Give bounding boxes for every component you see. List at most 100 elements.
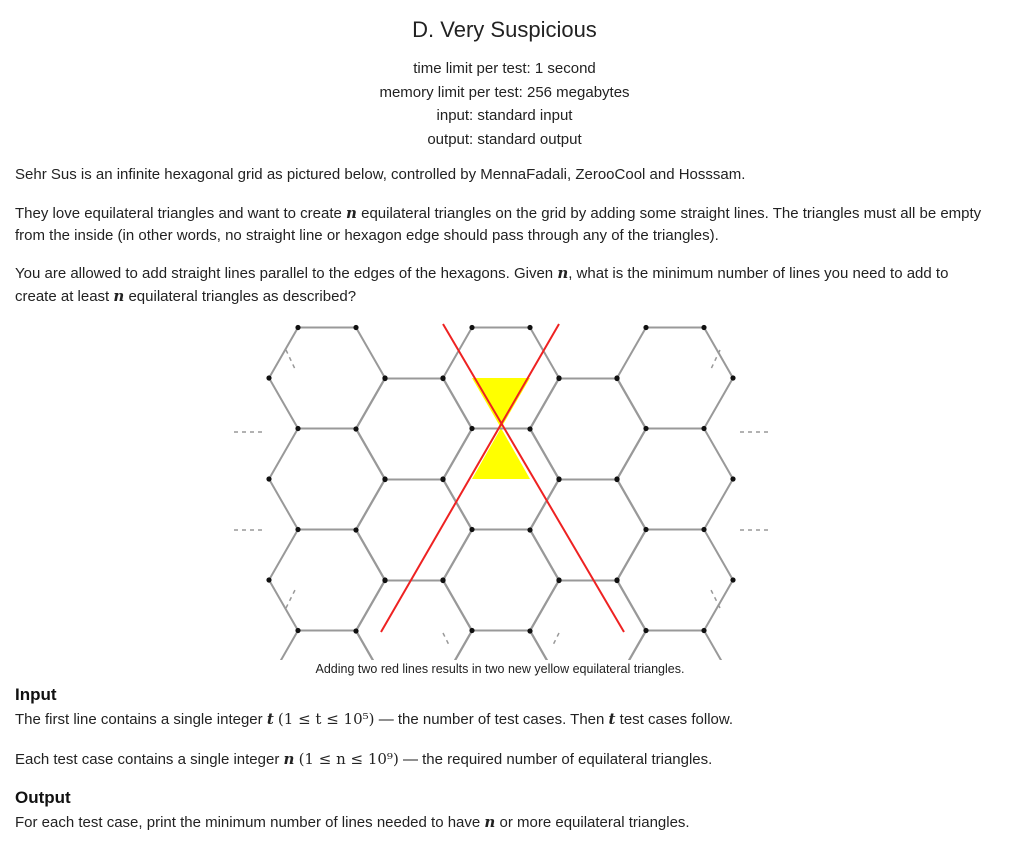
hexagon-vertex <box>469 425 475 432</box>
hexagon-edge <box>442 428 473 480</box>
math-variable: t <box>608 710 616 728</box>
hexagon-vertex <box>643 324 649 331</box>
hexagon-edge <box>616 428 647 480</box>
hexagon-edge <box>355 378 386 430</box>
hexagon-vertex <box>701 627 707 634</box>
hexagon-vertex <box>730 375 736 381</box>
yellow-triangle <box>472 428 530 479</box>
grid-continuation-stubs <box>234 349 770 646</box>
hexagon-edge <box>442 529 473 581</box>
hexagon-vertex <box>556 375 562 382</box>
grid-stub <box>710 349 721 370</box>
hexagon-edge <box>529 378 560 430</box>
hexagon-vertex <box>556 476 562 483</box>
statement-paragraph-1: Sehr Sus is an infinite hexagonal grid a… <box>15 166 746 183</box>
hexagon-edge <box>529 580 560 632</box>
hexagon-edge <box>442 327 473 379</box>
problem-title: D. Very Suspicious <box>412 17 597 42</box>
grid-stub <box>552 632 560 646</box>
text-run: — the required number of equilateral tri… <box>402 751 713 768</box>
math-variable: n <box>113 287 125 305</box>
hexagon-edge <box>442 478 473 530</box>
hexagon-vertex <box>614 577 620 583</box>
input-spec: input: standard input <box>436 107 573 124</box>
hexagon-edge <box>529 428 560 480</box>
hexagon-vertex <box>469 324 475 331</box>
hexagon-edge <box>355 580 386 632</box>
hexagon-vertices <box>266 324 736 634</box>
output-line: For each test case, print the minimum nu… <box>15 811 990 834</box>
grid-stub <box>710 589 721 609</box>
hexagon-vertex <box>730 577 736 583</box>
hexagon-edge <box>703 428 734 480</box>
hexagon-grid-figure <box>234 323 770 660</box>
hexagon-vertex <box>469 526 475 533</box>
hexagon-vertex <box>643 627 649 634</box>
hexagon-edge <box>703 478 734 530</box>
hexagon-edge <box>616 529 647 581</box>
input-section-title: Input <box>15 685 57 704</box>
hexagon-edge <box>627 630 647 660</box>
hexagon-vertex <box>353 426 359 432</box>
hexagon-vertex <box>556 577 562 584</box>
hexagon-edge <box>529 479 560 531</box>
hexagon-edges <box>268 326 734 660</box>
hexagon-edge <box>268 327 299 379</box>
text-run: test cases follow. <box>619 711 734 728</box>
hexagon-vertex <box>353 527 359 533</box>
red-line <box>442 323 625 633</box>
yellow-triangles <box>472 378 530 479</box>
hexagon-edge <box>268 377 299 429</box>
hexagon-vertex <box>295 526 301 533</box>
hexagon-vertex <box>440 476 446 482</box>
text-run: equilateral triangles as described? <box>128 288 357 305</box>
memory-limit: memory limit per test: 256 megabytes <box>379 83 630 101</box>
hexagon-vertex <box>440 375 446 381</box>
hexagon-vertex <box>440 577 446 583</box>
hexagon-vertex <box>527 527 533 533</box>
statement-paragraph-3: You are allowed to add straight lines pa… <box>15 262 990 308</box>
statement-paragraph-2: They love equilateral triangles and want… <box>15 202 990 247</box>
hexagon-vertex <box>295 425 301 432</box>
hexagon-vertex <box>701 324 707 331</box>
grid-stub <box>285 589 296 609</box>
hexagon-edge <box>268 529 299 581</box>
hexagon-vertex <box>382 577 388 584</box>
hexagon-edge <box>616 579 647 631</box>
figure-caption: Adding two red lines results in two new … <box>315 662 685 676</box>
hexagon-edge <box>703 630 723 660</box>
hexagon-edge <box>529 327 560 379</box>
grid-stub <box>285 349 296 370</box>
hexagon-edge <box>616 478 647 530</box>
hexagon-vertex <box>701 526 707 533</box>
hexagon-vertex <box>382 375 388 382</box>
hexagon-edge <box>355 428 386 480</box>
hexagon-edge <box>355 630 374 660</box>
red-line <box>380 323 560 633</box>
hexagon-vertex <box>353 628 359 634</box>
hexagon-vertex <box>382 476 388 483</box>
output-spec: output: standard output <box>427 130 582 148</box>
time-limit: time limit per test: 1 second <box>413 60 596 77</box>
output-section-title: Output <box>15 788 71 807</box>
hexagon-vertex <box>614 476 620 482</box>
text-run: They love equilateral triangles and want… <box>15 205 342 222</box>
input-line-2: Each test case contains a single integer… <box>15 748 990 771</box>
hexagon-vertex <box>266 375 272 381</box>
text-run: The first line contains a single integer <box>15 711 263 728</box>
hexagon-vertex <box>730 476 736 482</box>
problem-limits: time limit per test: 1 second memory lim… <box>0 57 1009 151</box>
text-run: equilateral triangles on the grid by add… <box>15 205 982 244</box>
text-run: Each test case contains a single integer <box>15 751 280 768</box>
hexagon-edge <box>268 478 299 530</box>
input-line-1: The first line contains a single integer… <box>15 708 990 731</box>
math-variable: n <box>557 264 569 282</box>
grid-stub <box>442 632 450 646</box>
hexagon-vertex <box>701 425 707 432</box>
hexagon-vertex <box>643 425 649 432</box>
hexagon-edge <box>268 579 299 631</box>
hexagon-vertex <box>643 526 649 533</box>
hexagon-vertex <box>527 426 533 432</box>
hexagon-vertex <box>353 324 359 331</box>
hexagon-edge <box>442 377 473 429</box>
